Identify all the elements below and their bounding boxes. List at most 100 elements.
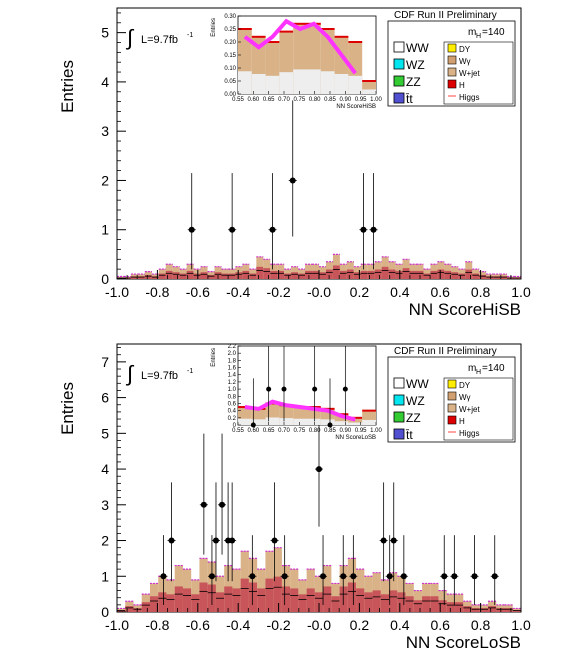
panel-2: -1.0 -0.8 -0.6 -0.4 -0.2 -0.0 0.2 0.4 0.6 0.8 1.00… [58,343,531,652]
mass-subscript: H [476,369,481,376]
inset-x-tick-label: 0.90 [339,97,351,103]
inset-bin-ww [307,418,321,425]
x-tick-label: -0.6 [186,617,210,633]
data-point [340,573,347,580]
inset-bin-ww [293,69,307,94]
y-tick-label: 2 [101,533,109,549]
mass-value: =140 [482,27,505,38]
bin-wgamma [360,270,368,279]
bin-wgamma [416,270,424,279]
legend-label-right: H [459,81,465,90]
inset-y-tick-label: 2.2 [228,344,237,350]
inset-y-tick-label: 0.20 [224,40,236,46]
data-point [219,501,226,508]
y-tick-label: 4 [101,74,109,90]
legend-swatch-ww [393,41,405,53]
bin-wgamma [130,276,138,279]
preliminary-label: CDF Run II Preliminary [394,10,497,21]
bin-wgamma [232,588,241,612]
legend-label-right: DY [459,45,471,54]
data-point [451,573,458,580]
bin-wgamma [298,594,307,612]
bin-wgamma [356,588,365,612]
inset-x-tick-label: 1.00 [370,97,382,103]
y-axis-label: Entries [58,382,77,435]
data-point [168,537,175,544]
integral-symbol: ∫ [125,361,135,386]
x-tick-label: 0.6 [430,617,450,633]
bin-wgamma [444,270,452,279]
bin-wgamma [257,588,266,612]
bin-wgamma [430,596,439,612]
x-tick-label: 0.4 [390,617,410,633]
inset-data-point [281,386,287,392]
legend-swatch-right [447,43,457,53]
inset-x-tick-label: 0.75 [293,428,305,434]
bin-wgamma [215,592,225,612]
bin-wgamma [486,276,494,279]
y-tick-label: 1 [101,568,109,584]
inset-bin-ww [334,421,349,425]
x-tick-label: 0.6 [430,284,450,300]
data-point [200,501,207,508]
x-tick-label: -0.6 [186,284,210,300]
bin-wgamma [423,273,431,279]
bin-wgamma [248,582,258,612]
inset-bin-ww [307,69,321,94]
inset-y-tick-label: 0.25 [224,27,236,33]
x-tick-label: 1.0 [511,284,531,300]
bin-wgamma [249,273,257,279]
bin-wgamma [305,270,313,279]
inset-y-tick-label: 1.8 [228,358,237,364]
bin-wgamma [199,582,208,612]
legend-swatch-right [447,403,457,413]
data-point [212,537,219,544]
bin-wgamma [290,588,299,612]
y-tick-label: 3 [101,123,109,139]
bin-wgamma [200,272,208,279]
legend-label-right: Higgs [459,429,479,438]
bin-wgamma [422,596,431,612]
bin-wgamma [312,270,319,279]
inset-x-tick-label: 0.95 [355,97,367,103]
y-tick-label: 0 [101,271,109,287]
bin-wgamma [158,592,167,612]
bin-wgamma [346,269,354,279]
inset-bin-ww [320,419,335,425]
data-point [229,226,236,233]
bin-wgamma [221,273,229,279]
inset-y-tick-label: 0.00 [224,92,236,98]
data-point [370,226,377,233]
inset-y-tick-label: 1.6 [228,366,237,372]
x-tick-label: 0.2 [350,617,370,633]
x-tick-label: -0.2 [267,284,291,300]
y-tick-label: 1 [101,222,109,238]
bin-wgamma [463,606,472,612]
legend-swatch-t̄t [393,92,405,104]
y-tick-label: 4 [101,461,109,477]
bin-wgamma [446,602,456,612]
inset-y-axis-label: Entries [211,18,217,37]
bin-wgamma [458,273,466,279]
inset-bin-ww [362,89,376,94]
bin-wgamma [488,606,497,612]
legend-label-right: Wγ [459,393,471,402]
inset-bin-ww [238,418,252,425]
x-tick-label: 1.0 [511,617,531,633]
inset-x-tick-label: 0.85 [324,97,336,103]
inset-y-tick-label: 0.6 [228,401,237,407]
bin-wgamma [273,576,282,612]
inset-x-tick-label: 0.90 [339,428,351,434]
data-point [160,573,167,580]
bin-wgamma [207,274,215,279]
y-tick-label: 2 [101,172,109,188]
data-point [320,573,327,580]
bin-wgamma [228,273,236,279]
inset-x-tick-label: 0.80 [309,428,321,434]
bin-wgamma [182,588,192,612]
lumi-superscript: -1 [187,32,193,39]
mass-value: =140 [482,363,505,374]
y-tick-label: 7 [101,354,109,370]
inset-bin [334,414,349,425]
inset-x-tick-label: 1.00 [370,428,382,434]
